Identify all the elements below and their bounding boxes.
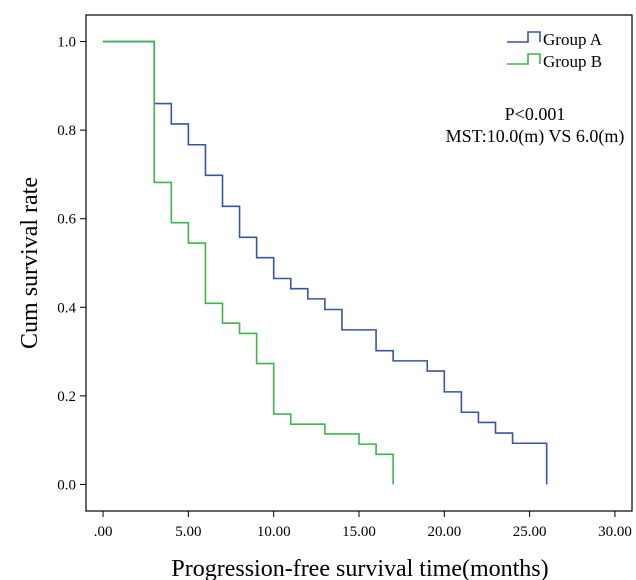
x-tick-label: 20.00 (427, 524, 461, 540)
mst-annotation: MST:10.0(m) VS 6.0(m) (446, 126, 625, 147)
y-tick-label: 0.0 (57, 477, 76, 493)
series-layer (103, 40, 548, 485)
x-tick-label: 5.00 (175, 524, 201, 540)
x-tick-label: .00 (94, 524, 113, 540)
y-tick-label: 0.8 (57, 123, 76, 139)
y-tick-label: 0.6 (57, 212, 76, 228)
y-tick-label: 0.4 (57, 300, 76, 316)
series-group-a-line (103, 40, 548, 485)
legend-label: Group A (543, 30, 603, 49)
legend-swatch (507, 53, 541, 65)
series-group-b-line (103, 40, 394, 485)
y-tick-label: 1.0 (57, 35, 76, 51)
x-axis-label: Progression-free survival time(months) (171, 556, 548, 580)
p-value-annotation: P<0.001 (505, 104, 566, 124)
y-axis: 0.0 0.2 0.4 0.6 0.8 1.0 (57, 35, 86, 493)
y-axis-label: Cum survival rate (17, 177, 43, 349)
legend: Group A Group B (507, 30, 603, 71)
x-tick-label: 15.00 (342, 524, 376, 540)
legend-label: Group B (543, 52, 602, 71)
legend-swatch (507, 31, 541, 43)
x-tick-label: 25.00 (513, 524, 547, 540)
x-tick-label: 30.00 (598, 524, 632, 540)
x-tick-label: 10.00 (257, 524, 291, 540)
x-axis: .00 5.00 10.00 15.00 20.00 25.00 30.00 (94, 511, 632, 540)
y-tick-label: 0.2 (57, 389, 76, 405)
